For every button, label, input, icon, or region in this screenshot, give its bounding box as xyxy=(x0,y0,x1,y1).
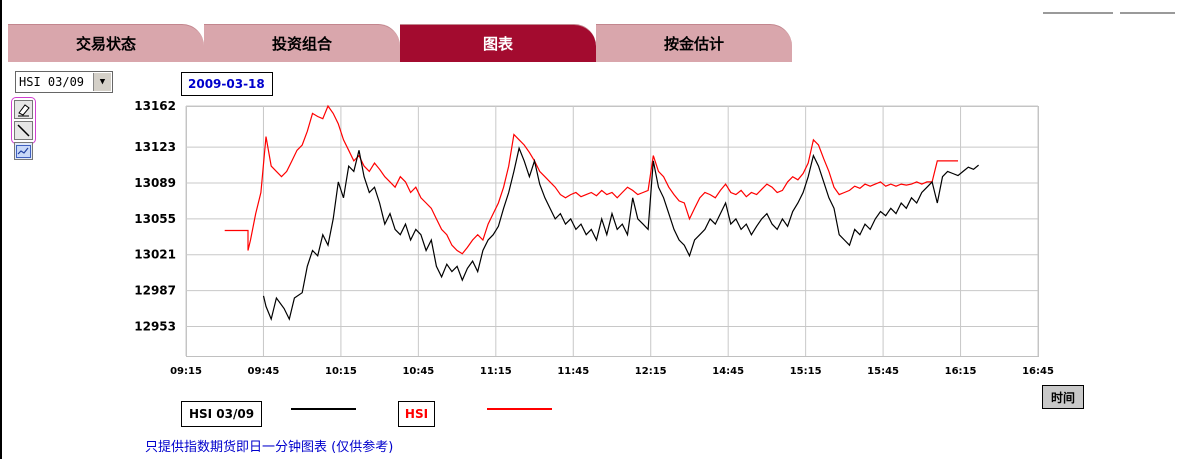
legend-index-line xyxy=(487,408,552,410)
eraser-icon xyxy=(18,104,30,117)
x-tick-label: 11:45 xyxy=(557,366,589,377)
chart-grid xyxy=(185,105,1039,356)
legend-index-label: HSI xyxy=(398,401,435,427)
eraser-tool-button[interactable] xyxy=(14,100,33,119)
y-tick-label: 13021 xyxy=(134,248,176,262)
draw-line-tool-button[interactable] xyxy=(14,121,33,140)
draw-line-icon xyxy=(17,124,30,137)
x-tick-label: 14:45 xyxy=(712,366,744,377)
x-tick-label: 15:45 xyxy=(867,366,899,377)
series-select-value: HSI 03/09 xyxy=(19,75,85,89)
y-tick-label: 12987 xyxy=(134,284,176,298)
x-tick-label: 11:15 xyxy=(480,366,512,377)
series-line-hsi-futures xyxy=(262,146,979,322)
y-axis-ticks: 13162 13123 13089 13055 13021 12987 12953 xyxy=(134,99,176,333)
x-tick-label: 09:15 xyxy=(170,366,202,377)
x-tick-label: 10:45 xyxy=(402,366,434,377)
tab-portfolio[interactable]: 投资组合 xyxy=(204,24,400,62)
y-tick-label: 13123 xyxy=(134,140,176,154)
x-axis-label: 时间 xyxy=(1042,385,1084,409)
x-tick-label: 16:45 xyxy=(1022,366,1054,377)
x-tick-label: 10:15 xyxy=(325,366,357,377)
chevron-down-icon[interactable]: ▼ xyxy=(93,73,111,91)
y-tick-label: 12953 xyxy=(134,319,176,333)
y-tick-label: 13055 xyxy=(134,212,176,226)
chart-series-lines xyxy=(224,104,979,322)
tab-trading-status[interactable]: 交易状态 xyxy=(8,24,204,62)
chart-tool-button[interactable] xyxy=(14,142,33,160)
chart-icon xyxy=(16,144,31,158)
series-select[interactable]: HSI 03/09 ▼ xyxy=(15,71,113,93)
series-line-hsi-index xyxy=(224,104,958,255)
window-left-border xyxy=(0,0,2,459)
disclaimer-note: 只提供指数期货即日一分钟图表 (仅供参考) xyxy=(145,440,394,455)
legend-futures-label: HSI 03/09 xyxy=(181,401,262,427)
x-tick-label: 09:45 xyxy=(248,366,280,377)
tab-bar: 交易状态 投资组合 图表 按金估计 xyxy=(8,24,792,62)
x-tick-label: 15:15 xyxy=(790,366,822,377)
legend-futures-line xyxy=(291,408,356,410)
x-axis-ticks: 09:15 09:45 10:15 10:45 11:15 11:45 12:15 14:45… xyxy=(170,366,1054,377)
top-right-button-right[interactable] xyxy=(1120,12,1175,14)
x-tick-label: 12:15 xyxy=(635,366,667,377)
tab-chart[interactable]: 图表 xyxy=(400,24,596,62)
top-right-button-left[interactable] xyxy=(1043,12,1113,14)
chart-date: 2009-03-18 xyxy=(181,72,273,96)
y-tick-label: 13162 xyxy=(134,99,176,113)
tab-margin-estimate[interactable]: 按金估计 xyxy=(596,24,792,62)
y-tick-label: 13089 xyxy=(134,176,176,190)
x-tick-label: 16:15 xyxy=(945,366,977,377)
